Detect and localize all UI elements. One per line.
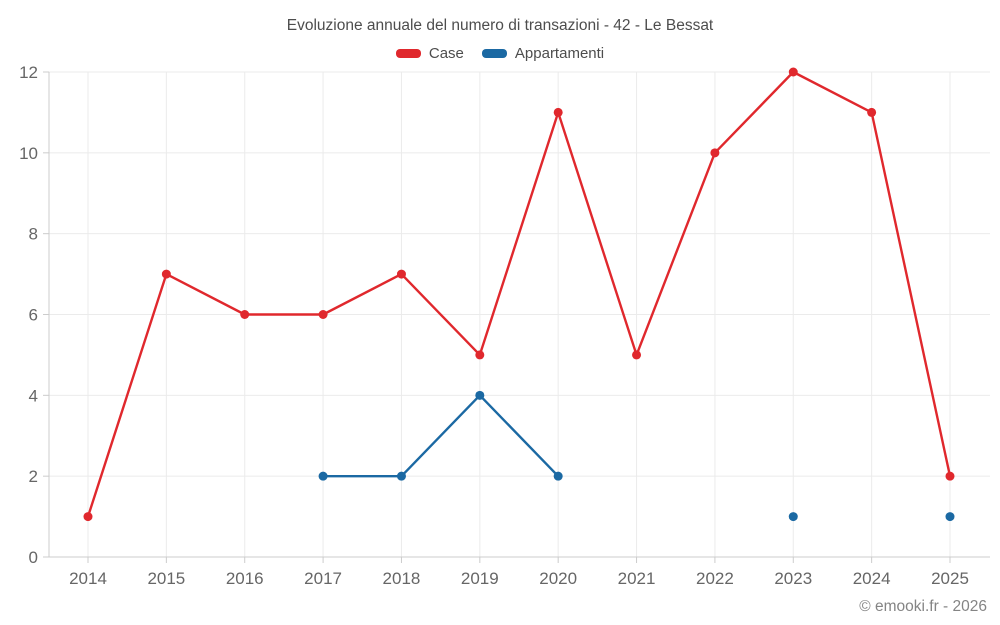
legend: Case Appartamenti — [0, 45, 1000, 62]
data-point-case-2016[interactable] — [240, 310, 250, 319]
legend-label-appartamenti: Appartamenti — [514, 45, 605, 62]
legend-label-case: Case — [428, 45, 464, 62]
x-tick-label: 2016 — [226, 569, 264, 588]
series-line-appartamenti — [321, 394, 560, 478]
data-point-appartamenti-2019[interactable] — [475, 390, 485, 400]
data-point-appartamenti-2020[interactable] — [553, 471, 563, 481]
x-tick-label: 2021 — [618, 569, 656, 588]
y-tick-label: 8 — [29, 225, 38, 244]
credit-text: © emooki.fr - 2026 — [859, 598, 987, 615]
x-tick-label: 2017 — [304, 569, 342, 588]
data-point-appartamenti-2025[interactable] — [945, 512, 955, 522]
data-point-appartamenti-2023[interactable] — [788, 512, 798, 522]
data-point-case-2024[interactable] — [867, 107, 877, 117]
series-line-case — [86, 70, 952, 518]
x-tick-label: 2014 — [69, 569, 107, 588]
legend-swatch-case — [395, 49, 421, 58]
y-tick-label: 10 — [19, 144, 38, 163]
y-tick-label: 2 — [29, 467, 38, 486]
y-tick-label: 12 — [19, 63, 38, 82]
data-point-case-2022[interactable] — [710, 148, 720, 158]
data-point-case-2019[interactable] — [475, 350, 485, 360]
y-tick-label: 6 — [29, 306, 38, 325]
x-tick-label: 2023 — [774, 569, 812, 588]
chart-title: Evoluzione annuale del numero di transaz… — [286, 17, 714, 34]
data-point-case-2021[interactable] — [632, 350, 642, 360]
x-tick-label: 2020 — [539, 569, 577, 588]
x-tick-label: 2018 — [383, 569, 421, 588]
x-tick-label: 2015 — [147, 569, 185, 588]
data-point-case-2018[interactable] — [396, 269, 406, 279]
data-point-case-2020[interactable] — [553, 107, 563, 117]
y-tick-label: 4 — [29, 386, 38, 405]
legend-item-appartamenti[interactable]: Appartamenti — [481, 45, 605, 62]
data-point-case-2014[interactable] — [83, 512, 93, 522]
legend-item-case[interactable]: Case — [395, 45, 464, 62]
data-point-case-2023[interactable] — [788, 67, 798, 77]
x-tick-label: 2022 — [696, 569, 734, 588]
x-tick-label: 2024 — [853, 569, 891, 588]
data-point-case-2025[interactable] — [945, 471, 955, 481]
x-tick-label: 2019 — [461, 569, 499, 588]
data-point-case-2015[interactable] — [161, 269, 171, 279]
x-tick-label: 2025 — [931, 569, 969, 588]
data-point-appartamenti-2017[interactable] — [318, 471, 328, 481]
data-point-case-2017[interactable] — [318, 310, 328, 319]
data-point-appartamenti-2018[interactable] — [396, 471, 406, 481]
legend-swatch-appartamenti — [481, 49, 507, 58]
y-tick-label: 0 — [29, 548, 38, 567]
